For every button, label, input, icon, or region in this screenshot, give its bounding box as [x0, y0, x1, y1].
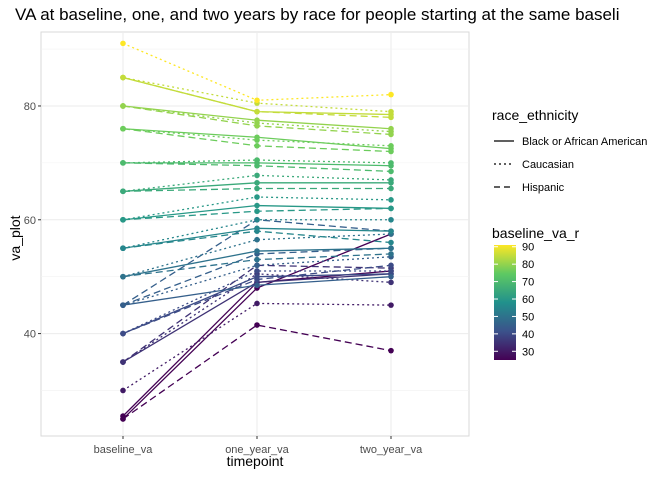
data-point: [388, 268, 394, 274]
data-point: [254, 322, 260, 328]
data-point: [120, 160, 126, 166]
data-point: [388, 245, 394, 252]
data-point: [120, 387, 126, 394]
colorbar: [494, 245, 516, 360]
data-point: [120, 302, 126, 308]
data-point: [120, 216, 126, 223]
plot-border: [40, 31, 470, 437]
data-point: [120, 416, 126, 422]
x-axis-title: timepoint: [227, 453, 284, 469]
y-tick-label: 60: [24, 215, 36, 227]
data-point: [388, 262, 394, 269]
legend-colorbar: baseline_va_r 30 40 50 60 70 80 90: [492, 225, 580, 360]
data-point: [388, 114, 394, 121]
data-point: [254, 108, 260, 115]
colorbar-tick-label: 70: [522, 277, 534, 289]
data-point: [254, 276, 260, 283]
data-point: [388, 108, 394, 115]
data-point: [254, 172, 260, 179]
legend-race-label: Hispanic: [522, 182, 565, 194]
data-point: [254, 268, 260, 274]
data-point: [254, 123, 260, 129]
data-point: [388, 239, 394, 246]
chart-title: VA at baseline, one, and two years by ra…: [15, 5, 620, 24]
x-tick-label: two_year_va: [360, 444, 423, 456]
data-point: [254, 143, 260, 149]
data-point: [388, 251, 394, 257]
y-tick-label: 80: [24, 101, 36, 113]
data-point: [254, 185, 260, 192]
data-point: [254, 202, 260, 209]
data-point: [388, 131, 394, 138]
series-line: [122, 256, 392, 306]
series-line: [122, 233, 392, 278]
data-point: [388, 197, 394, 203]
data-point: [388, 168, 394, 175]
data-point: [388, 273, 394, 280]
data-point: [388, 148, 394, 155]
colorbar-tick-label: 30: [522, 346, 534, 358]
data-point: [388, 177, 394, 183]
data-point: [388, 143, 394, 149]
data-point: [254, 157, 260, 163]
data-point: [388, 91, 394, 98]
data-point: [120, 245, 126, 252]
data-point: [254, 216, 260, 223]
data-point: [254, 162, 260, 169]
x-axis: baseline_va one_year_va two_year_va: [94, 436, 423, 456]
data-point: [120, 74, 126, 81]
legend-race: race_ethnicity Black or African American…: [492, 107, 647, 194]
y-tick-label: 40: [24, 329, 36, 341]
colorbar-tick-label: 90: [522, 242, 534, 254]
data-point: [254, 228, 260, 234]
colorbar-tick-label: 60: [522, 294, 534, 306]
legend-race-label: Caucasian: [522, 159, 574, 171]
series-line: [122, 324, 392, 420]
data-point: [254, 97, 260, 104]
legend-race-title: race_ethnicity: [492, 107, 578, 123]
data-point: [254, 256, 260, 263]
data-point: [120, 359, 126, 365]
data-point: [254, 236, 260, 243]
colorbar-tick-label: 40: [522, 329, 534, 341]
data-point: [120, 330, 126, 337]
data-point: [120, 188, 126, 195]
x-tick-label: baseline_va: [94, 444, 154, 456]
y-axis: 40 60 80: [24, 101, 41, 341]
data-point: [388, 228, 394, 234]
data-point: [254, 248, 260, 254]
data-point: [254, 194, 260, 200]
data-point: [254, 262, 260, 269]
data-point: [254, 179, 260, 186]
data-point: [388, 347, 394, 354]
data-point: [388, 205, 394, 212]
data-point: [388, 160, 394, 166]
plot-panel: [40, 31, 470, 437]
data-point: [254, 300, 260, 307]
points-layer: [120, 40, 394, 422]
colorbar-tick-label: 80: [522, 259, 534, 271]
x-tick-label: one_year_va: [225, 444, 289, 456]
y-axis-title: va_plot: [7, 215, 23, 260]
data-point: [388, 302, 394, 308]
data-point: [120, 125, 126, 132]
data-point: [254, 282, 260, 289]
colorbar-tick-label: 50: [522, 311, 534, 323]
data-point: [120, 273, 126, 280]
legend-colorbar-title: baseline_va_r: [492, 225, 580, 241]
data-point: [388, 279, 394, 286]
data-point: [254, 137, 260, 143]
data-point: [388, 216, 394, 223]
data-point: [388, 185, 394, 192]
data-point: [254, 208, 260, 215]
data-point: [120, 103, 126, 109]
data-point: [120, 40, 126, 47]
legend-race-label: Black or African American: [522, 136, 647, 148]
